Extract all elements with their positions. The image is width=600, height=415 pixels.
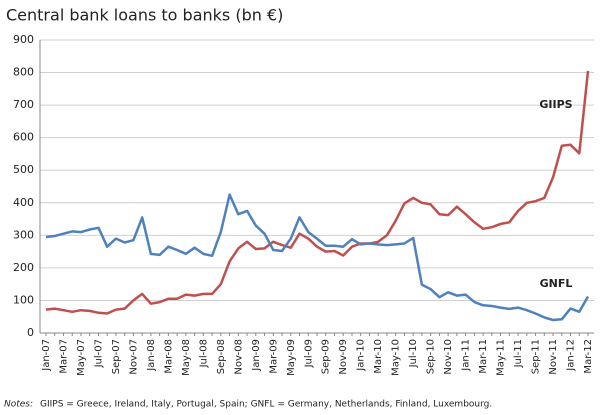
x-tick-label: Jul-08: [198, 339, 209, 368]
x-tick-label: Jul-10: [408, 339, 419, 368]
x-tick-label: Jul-11: [513, 339, 524, 368]
note: GIIPS = Greece, Ireland, Italy, Portugal…: [40, 400, 492, 410]
y-tick-label: 800: [13, 66, 34, 79]
x-tick-label: Jul-07: [93, 339, 104, 368]
y-tick-label: 600: [13, 131, 34, 144]
x-tick-label: Nov-08: [233, 339, 244, 375]
x-tick-label: Mar-11: [478, 339, 489, 374]
x-tick-label: Sep-10: [426, 339, 437, 374]
x-tick-label: Nov-10: [443, 339, 454, 375]
y-tick-label: 300: [13, 228, 34, 241]
x-tick-label: May-11: [496, 339, 507, 376]
x-tick-label: Jan-10: [356, 339, 367, 372]
x-tick-label: May-07: [76, 339, 87, 376]
y-tick-label: 0: [27, 326, 34, 339]
x-tick-label: Jan-09: [251, 339, 262, 372]
x-tick-label: Nov-11: [548, 339, 559, 375]
chart-title: Central bank loans to banks (bn €): [6, 6, 283, 25]
x-tick-label: Mar-07: [58, 339, 69, 374]
x-tick-label: Nov-07: [128, 339, 139, 375]
x-tick-label: Sep-08: [216, 339, 227, 374]
series-label: GIIPS: [539, 98, 572, 111]
x-tick-label: Jan-07: [41, 339, 52, 372]
x-tick-label: Mar-09: [268, 339, 279, 374]
x-tick-label: Sep-11: [531, 339, 542, 374]
y-tick-label: 400: [13, 196, 34, 209]
x-tick-label: Sep-09: [321, 339, 332, 374]
y-tick-label: 100: [13, 293, 34, 306]
x-tick-label: Jan-12: [566, 339, 577, 372]
x-tick-label: May-10: [391, 339, 402, 376]
x-tick-label: May-09: [286, 339, 297, 376]
x-tick-label: Jan-11: [461, 339, 472, 372]
note-label: Notes:: [4, 400, 33, 410]
series-label: GNFL: [540, 277, 573, 290]
y-tick-label: 500: [13, 163, 34, 176]
x-tick-label: May-08: [181, 339, 192, 376]
x-tick-label: Mar-08: [163, 339, 174, 374]
x-tick-label: Jul-09: [303, 339, 314, 368]
y-tick-label: 700: [13, 98, 34, 111]
y-tick-label: 900: [13, 33, 34, 46]
x-tick-label: Nov-09: [338, 339, 349, 375]
x-tick-label: Mar-12: [583, 339, 594, 374]
x-tick-label: Sep-07: [111, 339, 122, 374]
y-tick-label: 200: [13, 261, 34, 274]
x-tick-label: Mar-10: [373, 339, 384, 374]
line: [45, 70, 590, 315]
line: [45, 193, 590, 322]
x-tick-label: Jan-08: [146, 339, 157, 372]
